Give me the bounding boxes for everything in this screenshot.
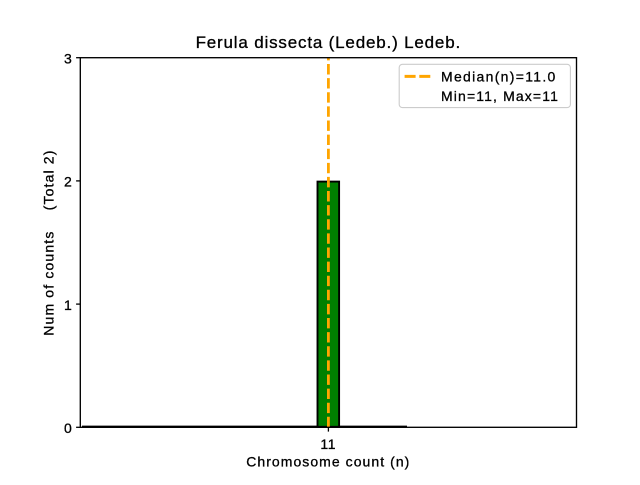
svg-text:Ferula dissecta (Ledeb.) Ledeb: Ferula dissecta (Ledeb.) Ledeb.	[196, 33, 461, 52]
svg-text:2: 2	[64, 174, 72, 190]
svg-text:Median(n)=11.0: Median(n)=11.0	[441, 68, 557, 84]
svg-text:Num of counts (Total 2): Num of counts (Total 2)	[41, 149, 57, 335]
svg-text:0: 0	[64, 420, 72, 436]
svg-text:Min=11, Max=11: Min=11, Max=11	[441, 88, 559, 104]
svg-text:3: 3	[64, 50, 72, 66]
svg-text:Chromosome count (n): Chromosome count (n)	[246, 453, 410, 469]
svg-text:11: 11	[320, 436, 336, 452]
svg-text:1: 1	[64, 297, 72, 313]
